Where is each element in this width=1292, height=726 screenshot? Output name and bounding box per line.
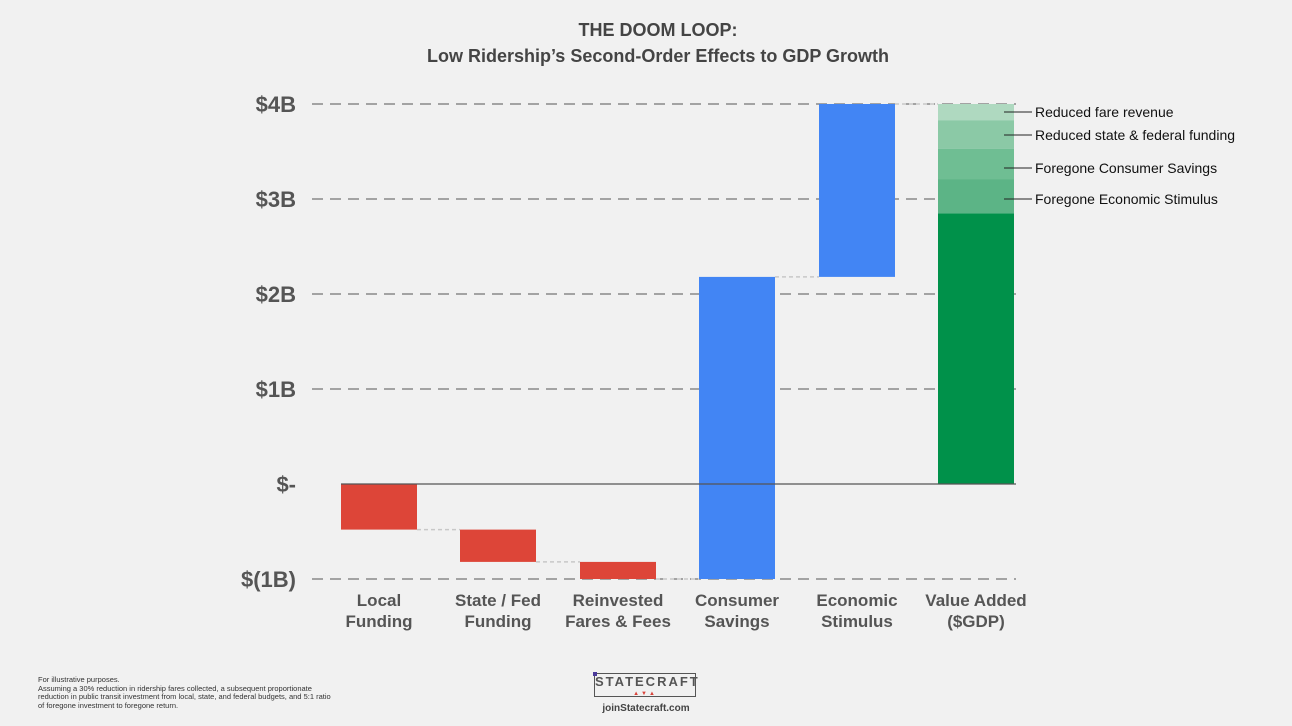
x-tick-label: Value Added	[925, 591, 1026, 610]
x-tick-label: Funding	[464, 612, 531, 631]
y-tick-label: $(1B)	[241, 567, 296, 592]
annotation-label: Foregone Economic Stimulus	[1035, 191, 1218, 207]
y-tick-label: $4B	[256, 92, 296, 117]
footnote-line1: For illustrative purposes.	[38, 675, 120, 684]
logo-marks: ▲▼▲	[633, 691, 657, 697]
x-tick-label: Consumer	[695, 591, 779, 610]
y-tick-label: $-	[276, 472, 296, 497]
x-tick-label: Fares & Fees	[565, 612, 671, 631]
site-url[interactable]: joinStatecraft.com	[602, 703, 690, 714]
y-tick-label: $1B	[256, 377, 296, 402]
stack-segment	[938, 104, 1014, 121]
bars	[341, 104, 1014, 579]
bar-5	[819, 104, 895, 277]
y-tick-label: $2B	[256, 282, 296, 307]
stack-segment	[938, 120, 1014, 149]
x-tick-label: Savings	[704, 612, 769, 631]
chart-title-line2: Low Ridership’s Second-Order Effects to …	[426, 46, 890, 66]
x-tick-label: Funding	[345, 612, 412, 631]
stack-segment	[938, 179, 1014, 214]
axis: $(1B) $- $1B $2B $3B $4B Local Funding State / F…	[241, 92, 1027, 631]
annotation-label: Reduced fare revenue	[1035, 104, 1174, 120]
logo-dot	[593, 672, 597, 676]
annotation-label: Reduced state & federal funding	[1035, 127, 1235, 143]
bar-value-added	[938, 213, 1014, 484]
bar-3	[580, 561, 656, 579]
grid-lines	[312, 103, 1016, 580]
footnote: For illustrative purposes. Assuming a 30…	[38, 675, 338, 710]
bar-4	[699, 276, 775, 579]
annotation-label: Foregone Consumer Savings	[1035, 160, 1217, 176]
statecraft-logo[interactable]: STATECRAFT ▲▼▲	[593, 672, 698, 697]
x-tick-label: Stimulus	[821, 612, 893, 631]
x-tick-label: Reinvested	[573, 591, 664, 610]
footnote-line2: Assuming a 30% reduction in ridership fa…	[38, 683, 331, 710]
logo-text: STATECRAFT	[595, 674, 700, 689]
x-tick-label: Economic	[816, 591, 897, 610]
chart-title-line1: THE DOOM LOOP:	[578, 20, 738, 40]
x-tick-label: Local	[357, 591, 401, 610]
annotations: Foregone Economic Stimulus Foregone Consu…	[1004, 104, 1235, 207]
x-tick-label: State / Fed	[455, 591, 541, 610]
connector-lines	[417, 103, 938, 580]
bar-2	[460, 529, 536, 562]
x-tick-label: ($GDP)	[947, 612, 1005, 631]
bar-1	[341, 484, 417, 530]
y-tick-label: $3B	[256, 187, 296, 212]
stack-segment	[938, 148, 1014, 180]
